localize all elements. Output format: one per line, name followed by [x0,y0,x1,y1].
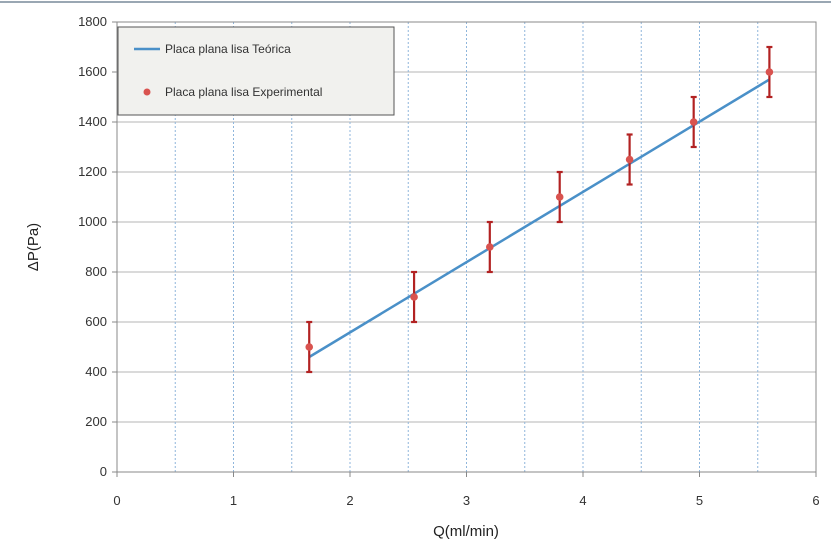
series-line-theoretical [308,78,771,359]
data-point-experimental [486,243,494,251]
y-tick-label: 1400 [78,114,107,129]
y-axis-label: ΔP(Pa) [25,223,42,271]
x-tick-label: 5 [696,493,703,508]
y-tick-label: 0 [100,464,107,479]
legend: Placa plana lisa Teórica Placa plana lis… [117,26,395,116]
x-axis-label: Q(ml/min) [433,523,499,540]
legend-marker-swatch [143,88,151,96]
y-axis-ticks: 0 200 400 600 800 1000 1200 1400 1600 1800 [78,14,117,479]
data-point-experimental [689,118,698,126]
y-tick-label: 1800 [78,14,107,29]
x-axis-ticks: 0 1 2 3 4 5 6 [113,472,820,508]
series-layer [305,45,774,374]
y-tick-label: 1200 [78,164,107,179]
data-point-experimental [305,343,314,351]
legend-label-experimental: Placa plana lisa Experimental [165,85,322,99]
y-tick-label: 1600 [78,64,107,79]
data-point-experimental [625,155,634,164]
x-tick-label: 4 [579,493,586,508]
data-point-experimental [765,68,774,76]
legend-box [117,26,395,116]
x-tick-label: 1 [230,493,237,508]
y-tick-label: 200 [85,414,107,429]
y-tick-label: 1000 [78,214,107,229]
data-point-experimental [555,193,564,201]
x-tick-label: 3 [463,493,470,508]
x-tick-label: 2 [346,493,353,508]
legend-label-theoretical: Placa plana lisa Teórica [165,42,291,56]
y-tick-label: 400 [85,364,107,379]
x-tick-label: 6 [812,493,819,508]
y-tick-label: 800 [85,264,107,279]
y-tick-label: 600 [85,314,107,329]
data-point-experimental [410,293,418,301]
x-tick-label: 0 [113,493,120,508]
